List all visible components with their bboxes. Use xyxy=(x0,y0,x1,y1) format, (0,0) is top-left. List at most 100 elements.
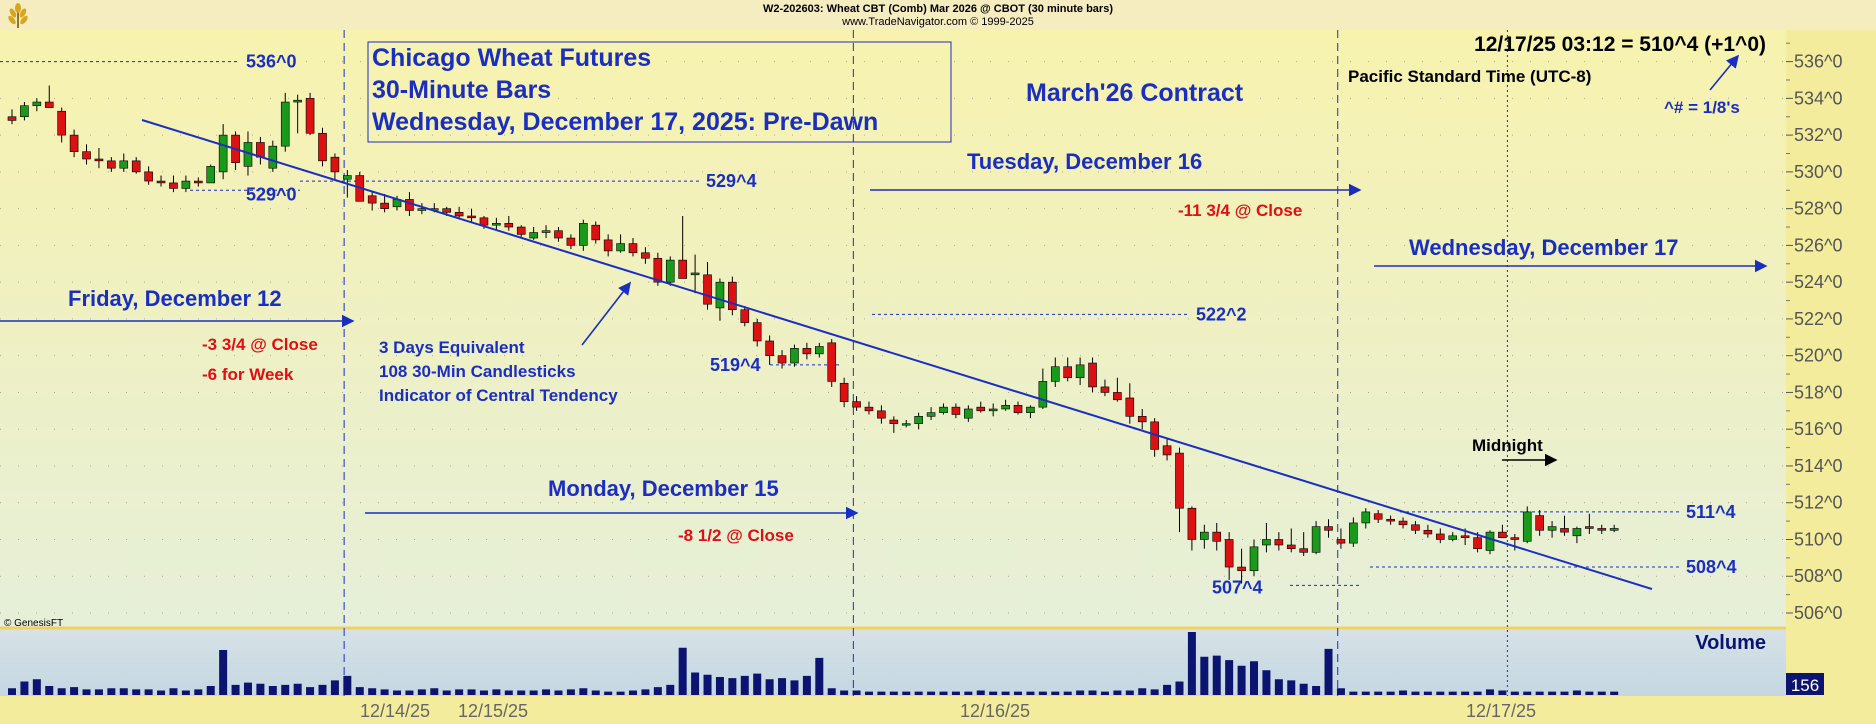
volume-bar xyxy=(1026,691,1035,695)
title-line-3: Wednesday, December 17, 2025: Pre-Dawn xyxy=(372,108,878,136)
volume-bar xyxy=(740,675,749,695)
volume-bar xyxy=(1336,688,1345,695)
volume-bar xyxy=(641,689,650,695)
y-tick-label: 526^0 xyxy=(1794,235,1843,255)
volume-label: Volume xyxy=(1695,632,1766,654)
volume-bar xyxy=(765,679,774,695)
candle-body xyxy=(1100,386,1110,393)
candle-body xyxy=(293,99,302,103)
candle-body xyxy=(802,348,812,355)
candle-body xyxy=(1498,531,1507,538)
volume-bar xyxy=(1572,690,1581,695)
x-tick-label: 12/17/25 xyxy=(1466,701,1536,721)
candle-body xyxy=(665,259,675,283)
y-tick-label: 510^0 xyxy=(1794,529,1843,549)
candle-body xyxy=(194,180,203,184)
volume-bar xyxy=(629,690,637,695)
candle-body xyxy=(926,412,936,417)
candle-body xyxy=(1361,511,1371,524)
candle-body xyxy=(1423,529,1433,535)
trend-line xyxy=(141,119,1653,590)
volume-bar xyxy=(653,687,662,695)
candle-body xyxy=(1560,528,1569,533)
volume-bar xyxy=(566,689,575,695)
candle-body xyxy=(94,158,104,162)
volume-bar xyxy=(107,688,116,695)
volume-bar xyxy=(355,687,364,695)
close-note-tuesday: -11 3/4 @ Close xyxy=(1178,201,1302,220)
volume-bar xyxy=(442,690,451,695)
candle-body xyxy=(641,252,650,259)
candle-body xyxy=(181,180,191,189)
volume-bar xyxy=(231,684,240,695)
candle-body xyxy=(715,281,725,309)
chart-header-url: www.TradeNavigator.com © 1999-2025 xyxy=(842,16,1034,28)
candle-body xyxy=(268,145,278,169)
volume-bar xyxy=(1423,691,1432,695)
candle-body xyxy=(479,217,489,226)
candle-body xyxy=(951,406,961,415)
candle-body xyxy=(616,243,625,252)
volume-bar xyxy=(1386,691,1395,695)
candle-body xyxy=(69,134,79,152)
volume-bar xyxy=(728,678,737,695)
volume-bar xyxy=(840,690,849,695)
candle-body xyxy=(988,408,998,412)
candle-body xyxy=(1336,539,1346,544)
candle-body xyxy=(131,160,141,173)
level-label: 507^4 xyxy=(1212,577,1263,597)
volume-bar xyxy=(1324,648,1333,695)
candle-body xyxy=(206,166,216,184)
level-label: 519^4 xyxy=(710,355,761,375)
candle-body xyxy=(591,224,601,241)
volume-bar xyxy=(927,691,936,695)
candle-body xyxy=(1473,537,1482,549)
candle-body xyxy=(7,116,17,121)
volume-bar xyxy=(1150,689,1159,695)
candle-body xyxy=(628,243,638,254)
candle-body xyxy=(1349,522,1358,544)
y-tick-label: 528^0 xyxy=(1794,199,1843,219)
candle-body xyxy=(454,212,464,217)
volume-bar xyxy=(268,686,277,695)
volume-bar xyxy=(914,691,923,695)
candle-body xyxy=(1597,528,1607,531)
candle-body xyxy=(777,355,787,364)
volume-bar xyxy=(1138,688,1147,695)
volume-bar xyxy=(1312,686,1321,695)
candle-body xyxy=(156,180,166,184)
volume-bar xyxy=(1014,691,1023,695)
volume-bar xyxy=(219,650,228,695)
volume-bar xyxy=(1597,691,1606,695)
day-label-friday: Friday, December 12 xyxy=(68,286,282,311)
volume-bar xyxy=(790,680,799,695)
candle-body xyxy=(1050,366,1060,382)
level-label: 522^2 xyxy=(1196,304,1247,324)
candle-body xyxy=(579,223,588,246)
volume-bar xyxy=(1038,691,1047,695)
volume-bar xyxy=(417,689,426,695)
candle-body xyxy=(541,230,551,233)
candle-body xyxy=(280,101,290,147)
x-axis-strip xyxy=(0,696,1876,724)
y-tick-label: 516^0 xyxy=(1794,419,1843,439)
candle-body xyxy=(1547,526,1557,531)
volume-bar xyxy=(343,675,352,695)
volume-bar xyxy=(579,688,588,695)
candle-body xyxy=(1125,397,1135,417)
candle-body xyxy=(1063,366,1072,379)
candle-body xyxy=(44,101,54,108)
volume-bar xyxy=(1548,691,1557,695)
candle-body xyxy=(1113,392,1122,401)
candle-body xyxy=(107,160,116,169)
candle-body xyxy=(1510,537,1520,540)
y-tick-label: 520^0 xyxy=(1794,346,1843,366)
volume-bar xyxy=(939,691,948,695)
volume-bar xyxy=(1510,691,1519,695)
volume-bar xyxy=(554,690,563,695)
chart-header-title: W2-202603: Wheat CBT (Comb) Mar 2026 @ C… xyxy=(763,3,1113,15)
candle-body xyxy=(1075,364,1085,379)
candle-body xyxy=(554,230,563,239)
volume-bar xyxy=(1461,691,1470,695)
